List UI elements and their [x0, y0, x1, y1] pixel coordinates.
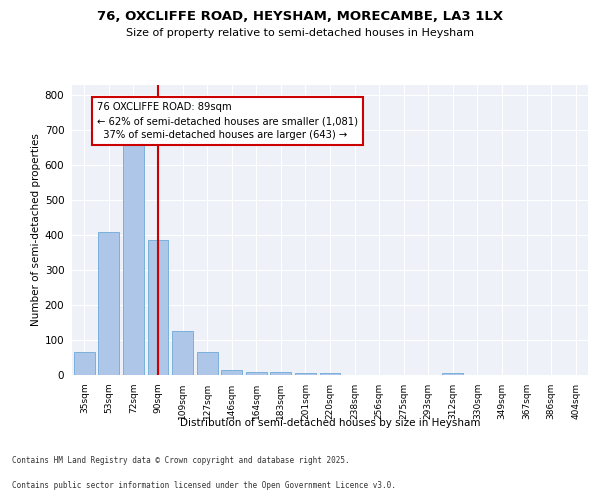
Bar: [148, 240, 169, 375]
Text: 76, OXCLIFFE ROAD, HEYSHAM, MORECAMBE, LA3 1LX: 76, OXCLIFFE ROAD, HEYSHAM, MORECAMBE, L…: [97, 10, 503, 23]
Text: Contains public sector information licensed under the Open Government Licence v3: Contains public sector information licen…: [12, 481, 396, 490]
Bar: [172, 332, 193, 375]
Bar: [442, 372, 463, 375]
Text: 76 OXCLIFFE ROAD: 89sqm
← 62% of semi-detached houses are smaller (1,081)
  37% : 76 OXCLIFFE ROAD: 89sqm ← 62% of semi-de…: [97, 102, 358, 141]
Bar: [221, 370, 242, 375]
Bar: [98, 232, 119, 375]
Y-axis label: Number of semi-detached properties: Number of semi-detached properties: [31, 134, 41, 326]
Bar: [197, 352, 218, 375]
Bar: [74, 352, 95, 375]
Bar: [295, 374, 316, 375]
Text: Size of property relative to semi-detached houses in Heysham: Size of property relative to semi-detach…: [126, 28, 474, 38]
Bar: [246, 372, 267, 375]
Text: Contains HM Land Registry data © Crown copyright and database right 2025.: Contains HM Land Registry data © Crown c…: [12, 456, 350, 465]
Bar: [271, 372, 292, 375]
Text: Distribution of semi-detached houses by size in Heysham: Distribution of semi-detached houses by …: [180, 418, 480, 428]
Bar: [320, 374, 340, 375]
Bar: [123, 142, 144, 375]
